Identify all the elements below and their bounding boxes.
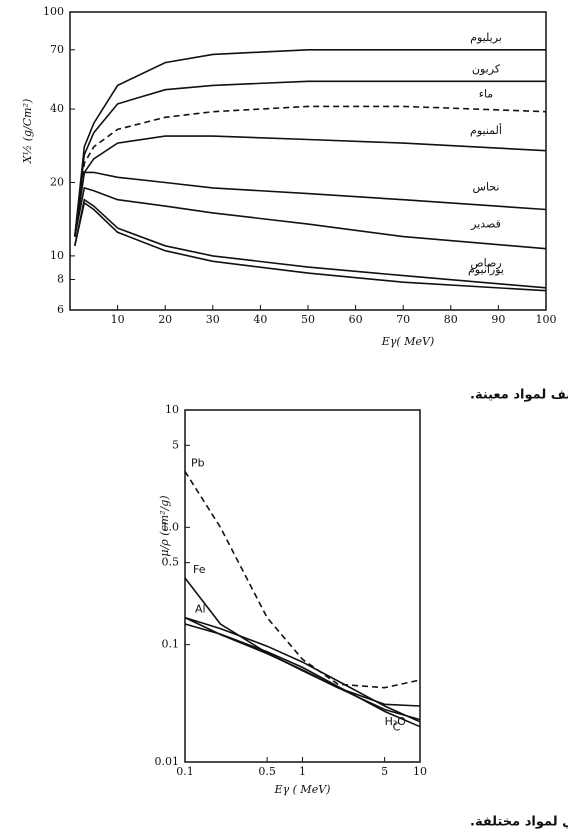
x-tick-label: 80 — [444, 313, 458, 326]
series-label: بريليوم — [470, 31, 502, 44]
y-tick-label: 5 — [172, 438, 179, 451]
x-tick-label: 40 — [253, 313, 267, 326]
series-label: C — [393, 720, 401, 733]
series-label: يورانيوم — [468, 263, 504, 276]
y-tick-label: 6 — [57, 303, 64, 316]
x-tick-label: 90 — [491, 313, 505, 326]
x-tick-label: 5 — [381, 765, 388, 778]
x-tick-label: 70 — [396, 313, 410, 326]
series-label: قصدير — [470, 218, 501, 231]
x-tick-label: 50 — [301, 313, 315, 326]
x-tick-label: 0.1 — [176, 765, 194, 778]
series-label: Pb — [191, 456, 205, 469]
x-tick-label: 0.5 — [258, 765, 276, 778]
y-tick-label: 70 — [50, 43, 64, 56]
x-tick-label: 10 — [413, 765, 427, 778]
x-axis-label: Eγ( MeV) — [381, 335, 434, 348]
series-line — [74, 49, 546, 237]
series-line — [74, 186, 547, 250]
x-tick-label: 100 — [536, 313, 557, 326]
series-label: نحاس — [473, 181, 500, 194]
caption: الشكل ( 1 . د) قيمة سمك النصف لمواد معين… — [470, 388, 568, 403]
y-axis-label: μ/ρ (cm²/g) — [158, 495, 171, 556]
series-line — [74, 201, 547, 292]
series-line — [184, 470, 421, 689]
series-line — [184, 623, 421, 728]
x-tick-label: 20 — [158, 313, 172, 326]
y-tick-label: 0.1 — [162, 638, 180, 651]
y-tick-label: 1.0 — [162, 520, 180, 533]
series-line — [184, 577, 421, 707]
y-tick-label: 0.5 — [162, 556, 180, 569]
x-axis-label: Eγ ( MeV) — [274, 783, 331, 796]
series-label: Al — [195, 603, 206, 616]
y-tick-label: 100 — [43, 5, 64, 18]
series-line — [74, 198, 547, 289]
series-line — [74, 105, 547, 237]
series-label: ألمنيوم — [470, 123, 502, 137]
y-tick-label: 10 — [165, 403, 179, 416]
series-label: كربون — [472, 62, 501, 75]
caption: الشكل ( 1 . هـ) معامل الإضعاف الكتلي لمو… — [470, 815, 568, 830]
x-tick-label: 1 — [299, 765, 306, 778]
y-tick-label: 40 — [50, 102, 64, 115]
series-label: ماء — [479, 87, 494, 100]
y-axis-label: X½ (g/Cm²) — [21, 99, 34, 165]
series-line — [74, 135, 547, 237]
series-line — [74, 171, 547, 237]
x-tick-label: 10 — [111, 313, 125, 326]
x-tick-label: 30 — [206, 313, 220, 326]
y-tick-label: 8 — [57, 273, 64, 286]
series-label: Fe — [193, 563, 206, 576]
x-tick-label: 60 — [349, 313, 363, 326]
series-line — [74, 80, 546, 237]
y-tick-label: 10 — [50, 249, 64, 262]
y-tick-label: 0.01 — [155, 755, 180, 768]
series-label: رصاص — [470, 257, 501, 270]
series-line — [184, 616, 421, 723]
y-tick-label: 20 — [50, 175, 64, 188]
